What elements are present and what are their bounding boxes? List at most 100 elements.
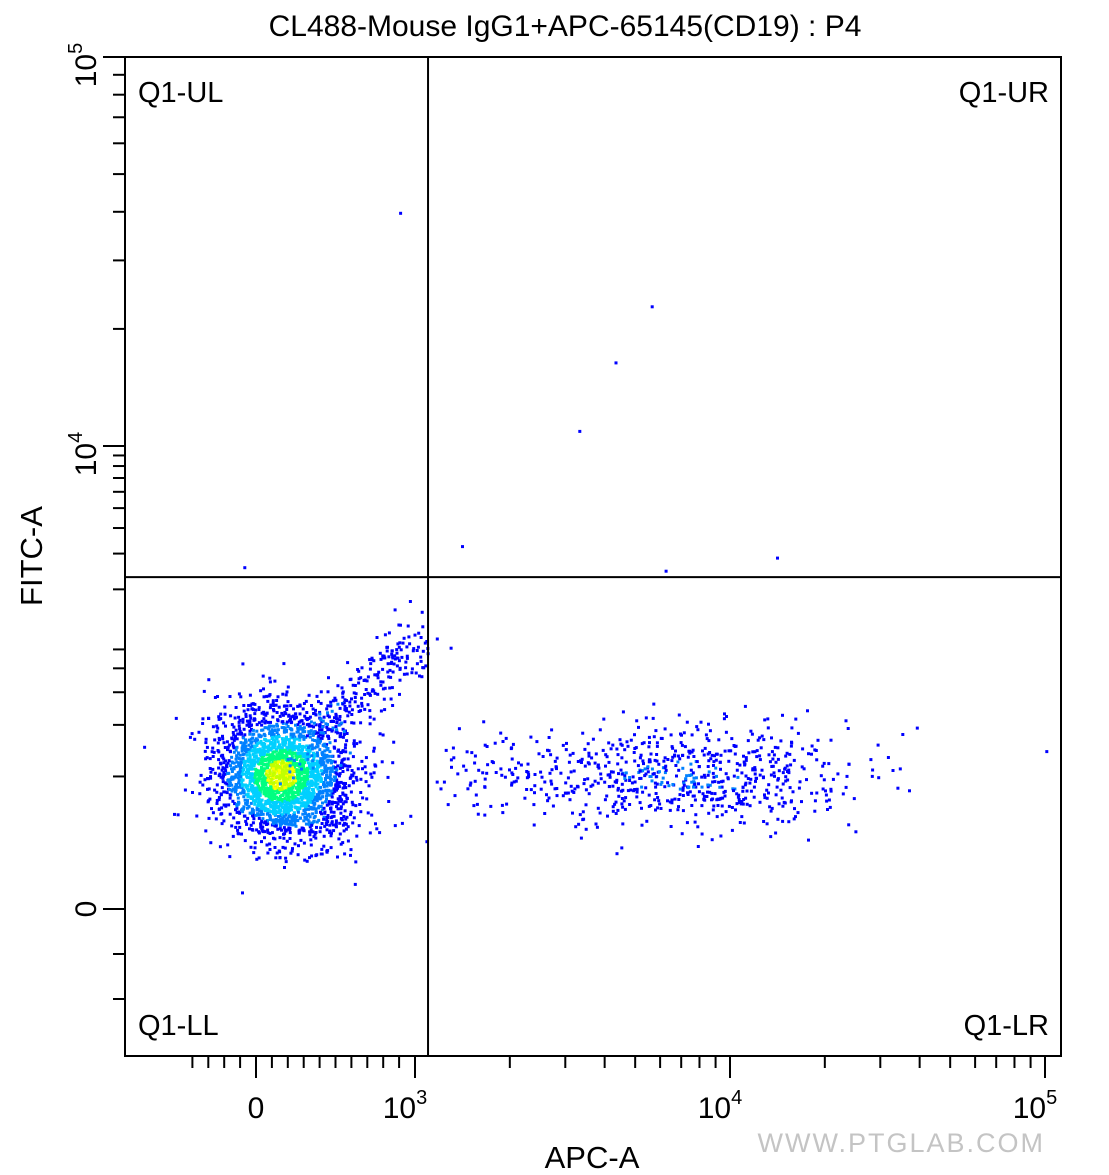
event-dot bbox=[316, 782, 320, 786]
event-dot bbox=[743, 704, 747, 708]
event-dot bbox=[300, 792, 304, 796]
event-dot bbox=[330, 800, 334, 804]
event-dot bbox=[308, 732, 312, 735]
event-dot bbox=[626, 744, 630, 748]
event-dot bbox=[323, 749, 327, 753]
event-dot bbox=[292, 801, 296, 805]
event-dot bbox=[283, 748, 287, 752]
event-dot bbox=[280, 828, 283, 832]
event-dot bbox=[332, 829, 336, 833]
event-dot bbox=[304, 796, 308, 800]
event-dot bbox=[312, 819, 316, 823]
event-dot bbox=[243, 839, 247, 843]
event-dot bbox=[304, 805, 307, 809]
event-dot bbox=[338, 772, 342, 776]
event-dot bbox=[574, 825, 578, 829]
event-dot bbox=[535, 740, 539, 744]
event-dot bbox=[647, 760, 651, 764]
event-dot bbox=[260, 840, 263, 844]
event-dot bbox=[342, 815, 346, 818]
event-dot bbox=[744, 796, 748, 800]
event-dot bbox=[551, 804, 555, 808]
event-dot bbox=[640, 806, 643, 810]
event-dot bbox=[305, 801, 309, 805]
x-tick-label: 103 bbox=[383, 1087, 428, 1125]
event-dot bbox=[368, 831, 372, 835]
event-dot bbox=[273, 792, 277, 796]
event-dot bbox=[352, 744, 356, 748]
event-dot bbox=[730, 806, 734, 809]
event-dot bbox=[288, 772, 292, 776]
event-dot bbox=[245, 768, 249, 772]
event-dot bbox=[697, 765, 701, 769]
event-dot bbox=[319, 779, 323, 783]
event-dot bbox=[700, 785, 704, 789]
event-dot bbox=[694, 776, 698, 780]
event-dot bbox=[242, 752, 246, 756]
event-dot bbox=[304, 735, 308, 739]
event-dot bbox=[300, 801, 304, 805]
event-dot bbox=[319, 701, 323, 705]
event-dot bbox=[334, 819, 338, 823]
event-dot bbox=[203, 749, 207, 753]
event-dot bbox=[730, 828, 734, 832]
event-dot bbox=[260, 766, 263, 769]
event-dot bbox=[347, 784, 351, 788]
event-dot bbox=[311, 795, 314, 799]
quadrant-label-ll: Q1-LL bbox=[138, 1010, 219, 1042]
event-dot bbox=[650, 779, 654, 783]
event-dot bbox=[262, 687, 265, 691]
event-dot bbox=[330, 719, 334, 723]
event-dot bbox=[230, 789, 234, 793]
event-dot bbox=[220, 768, 224, 772]
event-dot bbox=[306, 782, 309, 786]
event-dot bbox=[243, 783, 247, 787]
event-dot bbox=[215, 790, 219, 794]
event-dot bbox=[364, 771, 368, 775]
event-dot bbox=[307, 804, 311, 808]
event-dot bbox=[631, 775, 635, 779]
event-dot bbox=[287, 741, 291, 744]
event-dot bbox=[266, 828, 270, 832]
event-dot bbox=[309, 843, 313, 847]
event-dot bbox=[421, 625, 425, 629]
event-dot bbox=[302, 775, 306, 779]
event-dot bbox=[533, 773, 537, 776]
event-dot bbox=[309, 797, 313, 801]
event-dot bbox=[325, 823, 328, 827]
event-dot bbox=[255, 729, 259, 733]
event-dot bbox=[254, 767, 258, 771]
event-dot bbox=[294, 723, 297, 727]
event-dot bbox=[327, 737, 331, 741]
event-dot bbox=[225, 765, 229, 769]
event-dot bbox=[266, 778, 270, 782]
event-dot bbox=[237, 801, 241, 805]
event-dot bbox=[409, 814, 413, 818]
event-dot bbox=[361, 796, 365, 800]
event-dot bbox=[386, 775, 390, 779]
event-dot bbox=[712, 804, 716, 808]
event-dot bbox=[315, 767, 319, 771]
event-dot bbox=[217, 750, 221, 754]
event-dot bbox=[291, 774, 295, 778]
event-dot bbox=[329, 810, 333, 814]
event-dot bbox=[847, 762, 851, 766]
event-dot bbox=[250, 749, 254, 753]
event-dot bbox=[299, 772, 303, 776]
event-dot bbox=[232, 816, 236, 820]
event-dot bbox=[322, 844, 326, 848]
event-dot bbox=[681, 753, 685, 757]
event-dot bbox=[769, 773, 773, 777]
event-dot bbox=[706, 783, 710, 787]
event-dot bbox=[468, 783, 472, 787]
event-dot bbox=[333, 760, 337, 764]
event-dot bbox=[576, 760, 580, 763]
event-dot bbox=[285, 746, 289, 750]
event-dot bbox=[228, 793, 232, 797]
event-dot bbox=[313, 777, 317, 781]
event-dot bbox=[242, 736, 246, 740]
event-dot bbox=[271, 738, 275, 742]
event-dot bbox=[791, 790, 795, 794]
event-dot bbox=[369, 772, 373, 776]
